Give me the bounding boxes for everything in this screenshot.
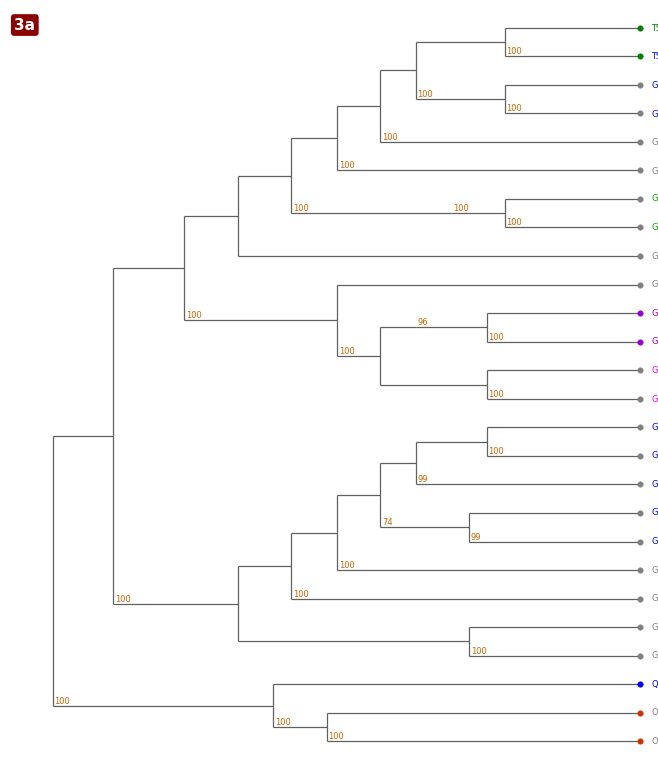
Text: GCF_002251205--Prevotella_sp_P3-92_ANlid_95_513: GCF_002251205--Prevotella_sp_P3-92_ANlid… [651,451,658,461]
Text: GCF_000619985--Prevotella_sp_P6B4_ANlid_95_7388: GCF_000619985--Prevotella_sp_P6B4_ANlid_… [651,223,658,232]
Text: 100: 100 [506,105,522,113]
Text: 100: 100 [488,447,504,456]
Text: GCF_900142855--Prevotella_ruminicola_BPI-34_ANlid_95_2493: GCF_900142855--Prevotella_ruminicola_BPI… [651,108,658,118]
Text: 100: 100 [382,133,397,141]
Text: GCF_000687715--Prevotella_ruminicola_Ga6B6_ANlid_95_9647: GCF_000687715--Prevotella_ruminicola_Ga6… [651,166,658,175]
Text: OG--TS--GCF_000025985--Bacteroides_fragilis_NCTC_9343_ANlid_95_999: OG--TS--GCF_000025985--Bacteroides_fragi… [651,708,658,717]
Text: 100: 100 [506,47,522,56]
Text: GCF_900107065--Prevotella_sp_lc2012_LC2012_ANlid_95_5680: GCF_900107065--Prevotella_sp_lc2012_LC20… [651,366,658,375]
Text: 100: 100 [339,347,355,356]
Text: 96: 96 [417,318,428,328]
Text: GCF_900112275--Prevotella_ruminicola_BPI-162_ANlid_95_2493: GCF_900112275--Prevotella_ruminicola_BPI… [651,80,658,89]
Text: GCF_900142525--Prevotella_ruminicola_KHT3_ANlid_95_6763: GCF_900142525--Prevotella_ruminicola_KHT… [651,251,658,261]
Text: GCF_002251405--Prevotella_sp_P4-98_ANlid_95_513: GCF_002251405--Prevotella_sp_P4-98_ANlid… [651,480,658,489]
Text: GCF_900109055--Prevotella_sp_khp7_KHP7_ANlid_95_8622: GCF_900109055--Prevotella_sp_khp7_KHP7_A… [651,308,658,318]
Text: OG--TS--GCF_000159995--Alloprevotella_tannerae_ATCC_51259_ANlid_95_6910: OG--TS--GCF_000159995--Alloprevotella_ta… [651,737,658,746]
Text: GCF_900110085--Prevotella_sp_ne3005_NE3005_ANlid_95_7970: GCF_900110085--Prevotella_sp_ne3005_NE30… [651,280,658,289]
Text: 100: 100 [339,161,355,171]
Text: GCF_002251245--Prevotella_sp_P5-92_ANlid_95_9289: GCF_002251245--Prevotella_sp_P5-92_ANlid… [651,651,658,661]
Text: 100: 100 [488,390,504,399]
Text: 100: 100 [339,561,355,570]
Text: 100: 100 [417,90,433,99]
Text: 99: 99 [417,475,428,484]
Text: TS--GCF_000025925--Prevotella_ruminicola_23_Bryant_23_ANlid_95_2493: TS--GCF_000025925--Prevotella_ruminicola… [651,52,658,61]
Text: QS--GCF_000711235--Prevotella_sp_10H_ANlid_95_184: QS--GCF_000711235--Prevotella_sp_10H_ANl… [651,680,658,689]
Text: 100: 100 [55,697,70,706]
Text: 100: 100 [506,218,522,228]
Text: 100: 100 [293,205,309,213]
Text: 100: 100 [115,594,131,604]
Text: 100: 100 [275,718,291,727]
Text: 100: 100 [186,311,202,320]
Text: 100: 100 [470,647,486,656]
Text: GCF_900107775--Prevotella_ruminicola_D31d_ANlid_95_2207: GCF_900107775--Prevotella_ruminicola_D31… [651,138,658,146]
Text: GCF_002251295--Prevotella_sp_P5-50_ANlid_95_513: GCF_002251295--Prevotella_sp_P5-50_ANlid… [651,537,658,546]
Text: 99: 99 [470,532,481,541]
Text: 100: 100 [488,333,504,341]
Text: GCF_000702825--Prevotella_sp_P6B1_ANlid_95_7388: GCF_000702825--Prevotella_sp_P6B1_ANlid_… [651,195,658,204]
Text: 100: 100 [293,590,309,598]
Text: GCF_900110895--Prevotella_aff_ruminicola_Tc2-24_TC2-24_ANlid_95_5680: GCF_900110895--Prevotella_aff_ruminicola… [651,394,658,403]
Text: 100: 100 [328,732,344,741]
Text: 100: 100 [453,205,468,213]
Text: 74: 74 [382,518,392,528]
Text: 3a: 3a [14,18,36,32]
Text: GCF_002251535--Prevotella_sp_P3-120_ANlid_95_513: GCF_002251535--Prevotella_sp_P3-120_ANli… [651,423,658,432]
Text: TS--GCF_900108375--Prevotella_ruminicola_ATCC_19189_ANlid_95_2493: TS--GCF_900108375--Prevotella_ruminicola… [651,23,658,32]
Text: GCF_002251345--Prevotella_sp_P4-119_ANlid_95_513: GCF_002251345--Prevotella_sp_P4-119_ANli… [651,508,658,518]
Text: GCF_002251435--Prevotella_sp_P2-180_ANlid_95_6018: GCF_002251435--Prevotella_sp_P2-180_ANli… [651,623,658,631]
Text: GCF_900115435--Prevotella_sp_tf2-5_TF2-5_ANlid_95_5815: GCF_900115435--Prevotella_sp_tf2-5_TF2-5… [651,565,658,574]
Text: GCF_900107705--Prevotella_sp_tc2-28_TC2-28_ANlid_95_3207: GCF_900107705--Prevotella_sp_tc2-28_TC2-… [651,594,658,603]
Text: GCF_000746155--Prevotella_sp_FD3004_ANlid_95_8622: GCF_000746155--Prevotella_sp_FD3004_ANli… [651,337,658,346]
